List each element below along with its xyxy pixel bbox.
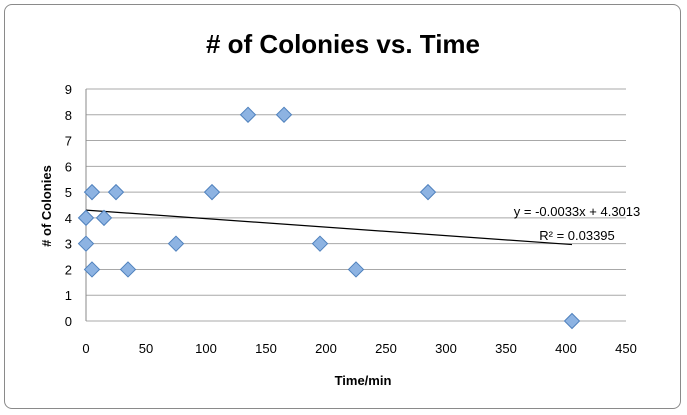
data-point: [77, 209, 95, 227]
data-point: [83, 261, 101, 278]
y-tick-label: 4: [65, 211, 72, 226]
y-tick-labels: 0 1 2 3 4 5 6 7 8 9: [65, 82, 72, 329]
data-point: [119, 261, 137, 278]
chart-title: # of Colonies vs. Time: [206, 29, 480, 59]
trendline-r-squared: R² = 0.03395: [539, 228, 615, 243]
y-tick-label: 6: [65, 159, 72, 174]
x-tick-label: 250: [375, 341, 397, 356]
data-point: [563, 312, 581, 330]
x-tick-label: 350: [495, 341, 517, 356]
x-tick-label: 400: [555, 341, 577, 356]
x-tick-label: 150: [255, 341, 277, 356]
grid-lines: [85, 88, 626, 322]
data-point: [347, 261, 365, 278]
x-tick-label: 200: [315, 341, 337, 356]
chart-frame: [4, 4, 681, 409]
y-tick-label: 8: [65, 108, 72, 123]
data-point: [95, 209, 113, 227]
x-tick-label: 300: [435, 341, 457, 356]
data-point: [167, 235, 185, 252]
trendline: [85, 209, 573, 246]
y-tick-label: 5: [65, 185, 72, 200]
y-axis-label: # of Colonies: [39, 165, 54, 247]
data-point: [83, 183, 101, 201]
data-point: [311, 235, 329, 252]
x-tick-label: 50: [139, 341, 153, 356]
x-axis-label: Time/min: [335, 373, 392, 388]
x-tick-labels: 0 50 100 150 200 250 300 350 400 450: [82, 341, 636, 356]
y-tick-label: 1: [65, 288, 72, 303]
trendline-group: [85, 209, 573, 246]
data-point: [107, 183, 125, 201]
data-point: [239, 106, 257, 123]
y-tick-label: 7: [65, 134, 72, 149]
y-tick-label: 3: [65, 237, 72, 252]
data-point: [275, 106, 293, 123]
y-tick-label: 9: [65, 82, 72, 97]
trendline-equation: y = -0.0033x + 4.3013: [514, 204, 640, 219]
data-point: [203, 183, 221, 201]
x-tick-label: 450: [615, 341, 637, 356]
data-points: [77, 106, 581, 330]
y-tick-label: 2: [65, 262, 72, 277]
x-tick-label: 0: [82, 341, 89, 356]
x-tick-label: 100: [195, 341, 217, 356]
data-point: [77, 235, 95, 252]
data-point: [419, 183, 437, 201]
y-tick-label: 0: [65, 314, 72, 329]
